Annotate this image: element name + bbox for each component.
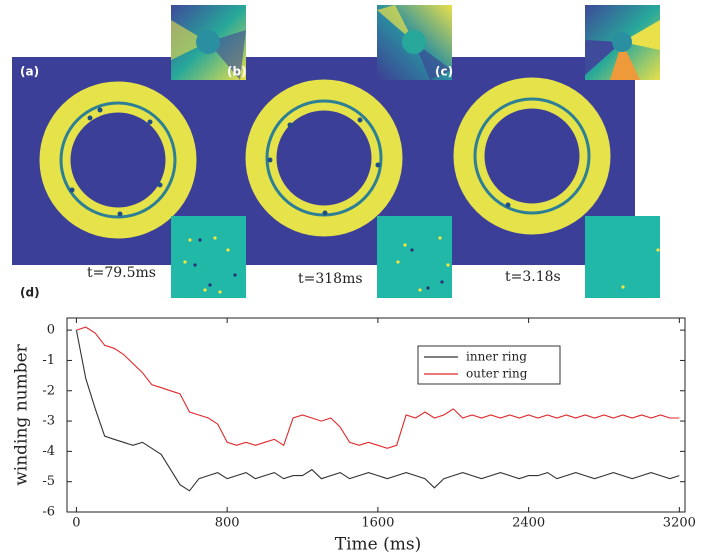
density-panel-b (220, 57, 428, 265)
legend-label: inner ring (466, 350, 527, 364)
vortex-inset-a (171, 216, 246, 298)
panel-label: (a) (20, 65, 39, 79)
series-line (75, 329, 680, 492)
y-tick-label: -3 (42, 414, 55, 429)
vortex-inset-c (585, 216, 660, 298)
panel-label: (c) (435, 65, 453, 79)
phase-inset-a (171, 5, 246, 80)
y-tick-label: -2 (42, 383, 55, 398)
panel-label: (b) (227, 65, 247, 79)
phase-inset-c (585, 5, 660, 80)
y-axis-title: winding number (12, 343, 32, 485)
vortex-inset-b (377, 216, 452, 298)
panel-label: (d) (20, 286, 40, 300)
x-tick-label: 1600 (361, 516, 394, 531)
y-tick-label: -5 (42, 474, 55, 489)
time-label: t=318ms (298, 271, 363, 287)
x-tick-label: 2400 (512, 516, 545, 531)
series-line (76, 326, 680, 449)
y-tick-label: 0 (47, 323, 55, 338)
density-panel-a (12, 57, 220, 265)
y-tick-label: -6 (42, 505, 55, 520)
y-tick-label: -1 (42, 353, 55, 368)
x-tick-label: 800 (215, 516, 240, 531)
x-tick-label: 0 (72, 516, 80, 531)
legend-label: outer ring (466, 367, 528, 381)
x-axis-title: Time (ms) (335, 535, 421, 554)
legend-box (417, 345, 561, 385)
y-tick-label: -4 (42, 444, 55, 459)
time-label: t=3.18s (505, 269, 561, 285)
time-label: t=79.5ms (87, 265, 156, 281)
x-tick-label: 3200 (663, 516, 696, 531)
phase-inset-b (377, 5, 452, 80)
plot-frame (66, 317, 686, 513)
